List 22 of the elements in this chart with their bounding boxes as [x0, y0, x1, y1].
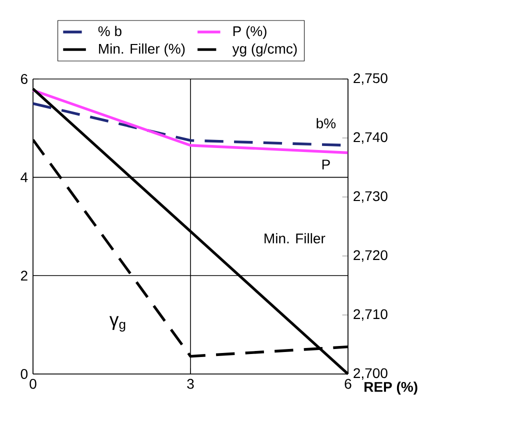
x-tick-label: 6 — [344, 378, 352, 389]
y2-tick-label: 2,750 — [354, 73, 388, 85]
annotation: Min. Filler — [264, 233, 326, 244]
x-tick-label: 3 — [187, 378, 194, 389]
y2-tick-label: 2,740 — [354, 132, 388, 144]
legend-label: yg (g/cmc) — [232, 43, 297, 57]
y2-tick-label: 2,720 — [354, 250, 388, 262]
annotation: b% — [316, 118, 336, 128]
x-axis-title: REP (%) — [364, 382, 418, 395]
legend-label: Min. Filler (%) — [99, 43, 185, 57]
legend-label: P (%) — [233, 26, 266, 39]
annotation: P — [322, 160, 330, 170]
y-tick-label: 4 — [20, 172, 28, 182]
y-tick-label: 2 — [21, 270, 28, 281]
y-tick-label: 0 — [20, 369, 28, 379]
annotation: γ$_{g}$ — [109, 316, 126, 332]
x-tick-label: 0 — [30, 378, 36, 389]
y2-tick-label: 2,710 — [354, 309, 388, 321]
y2-tick-label: 2,730 — [354, 191, 388, 203]
y2-tick-label: 2,700 — [354, 368, 388, 380]
legend-label: % b — [98, 26, 122, 36]
y-tick-label: 6 — [21, 74, 28, 84]
